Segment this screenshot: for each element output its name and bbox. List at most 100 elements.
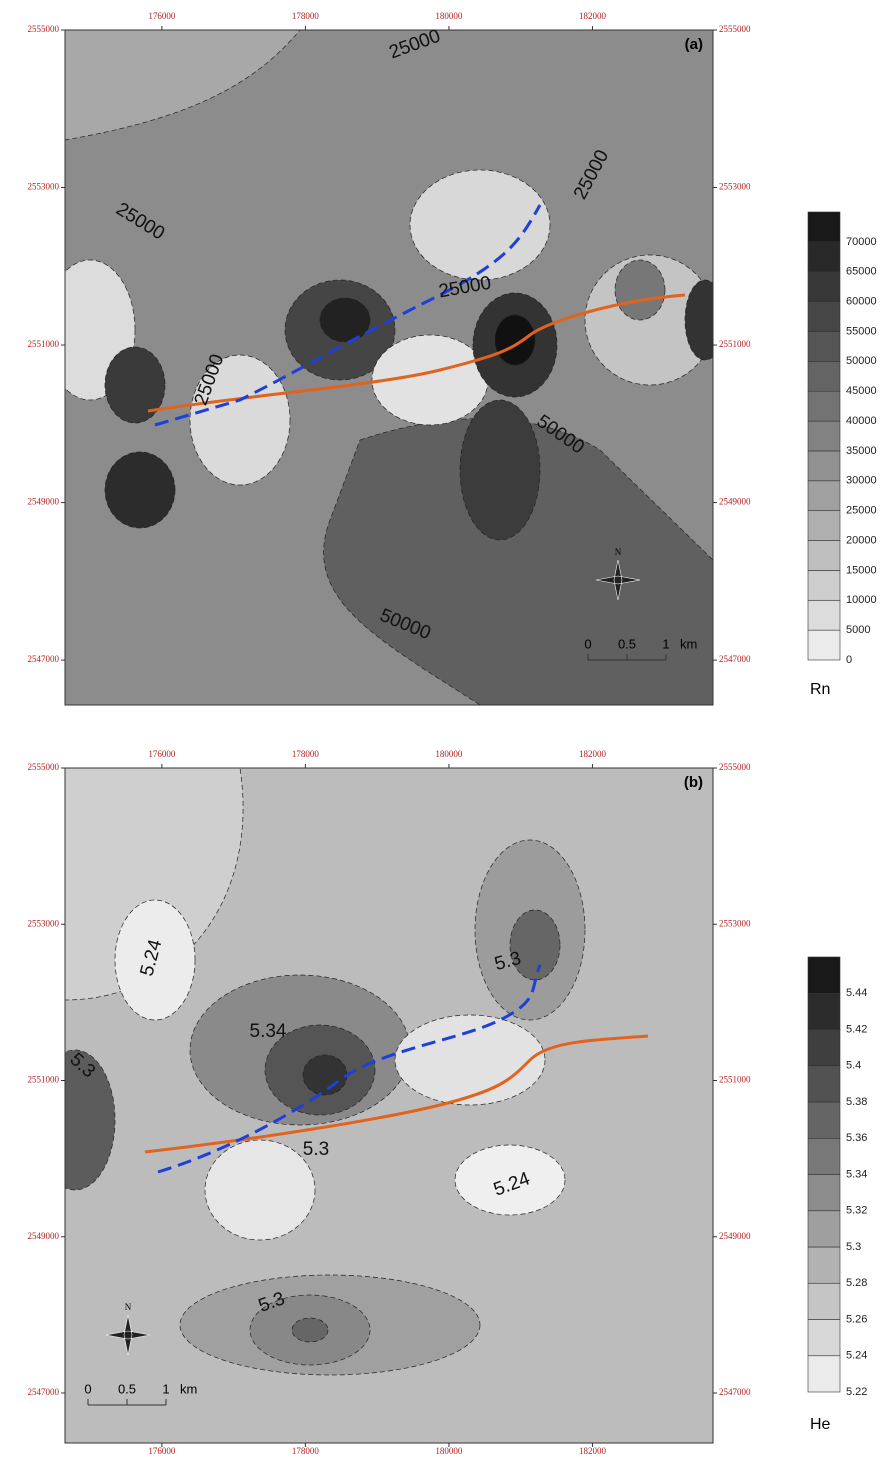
x-tick-label: 176000 <box>148 1446 176 1456</box>
x-tick-label: 182000 <box>579 11 607 21</box>
legend-label: 35000 <box>846 445 877 457</box>
figure: 176000 178000 180000 182000 2547000 2547000 25… <box>0 0 887 1457</box>
legend-label: 0 <box>846 654 852 666</box>
legend-label: 50000 <box>846 355 877 367</box>
legend-swatch <box>808 272 840 302</box>
scale-label: 1 <box>662 636 669 651</box>
x-tick-label: 182000 <box>579 749 607 759</box>
legend-title: Rn <box>810 681 830 698</box>
scale-label: 0.5 <box>618 636 636 651</box>
panel-label: (b) <box>684 774 703 791</box>
x-tick-label: 178000 <box>292 749 320 759</box>
legend-label: 5.26 <box>846 1313 867 1325</box>
legend-swatch <box>808 451 840 481</box>
legend-swatch <box>808 541 840 571</box>
legend-label: 65000 <box>846 266 877 278</box>
legend-swatch <box>808 1138 840 1174</box>
legend-label: 15000 <box>846 564 877 576</box>
legend-label: 5000 <box>846 624 870 636</box>
x-tick-label: 182000 <box>579 1446 607 1456</box>
legend-label: 20000 <box>846 534 877 546</box>
legend-swatch <box>808 1066 840 1102</box>
contour-label: 5.34 <box>250 1021 287 1042</box>
y-tick-label: 2547000 <box>28 654 60 664</box>
legend-swatch <box>808 630 840 660</box>
y-tick-label: 2551000 <box>28 339 60 349</box>
legend-label: 30000 <box>846 475 877 487</box>
contour-map <box>35 768 713 1443</box>
y-tick-label: 2549000 <box>719 497 751 507</box>
legend-swatch <box>808 1320 840 1356</box>
legend-label: 5.28 <box>846 1277 867 1289</box>
scale-label: 1 <box>162 1381 169 1396</box>
scale-label: 0 <box>84 1381 91 1396</box>
legend-label: 5.24 <box>846 1350 867 1362</box>
legend-label: 40000 <box>846 415 877 427</box>
y-tick-label: 2555000 <box>719 762 751 772</box>
y-tick-label: 2555000 <box>28 762 60 772</box>
legend-title: He <box>810 1416 831 1433</box>
legend-label: 5.4 <box>846 1060 861 1072</box>
scale-label: 0.5 <box>118 1381 136 1396</box>
contour-map <box>45 30 725 705</box>
y-tick-label: 2549000 <box>28 1231 60 1241</box>
legend-label: 45000 <box>846 385 877 397</box>
legend-label: 60000 <box>846 296 877 308</box>
legend-swatch <box>808 242 840 272</box>
legend-label: 25000 <box>846 505 877 517</box>
x-tick-label: 178000 <box>292 11 320 21</box>
x-tick-label: 180000 <box>435 11 463 21</box>
legend-swatch <box>808 212 840 242</box>
legend-label: 5.44 <box>846 987 867 999</box>
legend-label: 55000 <box>846 325 877 337</box>
x-tick-label: 176000 <box>148 749 176 759</box>
y-tick-label: 2547000 <box>28 1387 60 1397</box>
legend-swatch <box>808 1102 840 1138</box>
y-tick-label: 2549000 <box>28 497 60 507</box>
legend-swatch <box>808 1030 840 1066</box>
y-tick-label: 2553000 <box>28 918 60 928</box>
scale-unit: km <box>680 636 697 651</box>
legend-swatch <box>808 481 840 511</box>
legend-swatch <box>808 600 840 630</box>
y-tick-label: 2551000 <box>28 1075 60 1085</box>
legend-swatch <box>808 1211 840 1247</box>
legend-swatch <box>808 421 840 451</box>
x-tick-label: 176000 <box>148 11 176 21</box>
north-label: N <box>615 547 622 557</box>
scale-label: 0 <box>584 636 591 651</box>
legend-swatch <box>808 1247 840 1283</box>
y-tick-label: 2549000 <box>719 1231 751 1241</box>
legend-swatch <box>808 391 840 421</box>
y-tick-label: 2547000 <box>719 1387 751 1397</box>
legend-swatch <box>808 511 840 541</box>
legend-label: 5.22 <box>846 1386 867 1398</box>
legend-label: 5.38 <box>846 1096 867 1108</box>
legend-label: 5.34 <box>846 1168 867 1180</box>
y-tick-label: 2553000 <box>28 182 60 192</box>
panel-label: (a) <box>685 36 703 53</box>
legend-swatch <box>808 361 840 391</box>
scale-unit: km <box>180 1381 197 1396</box>
legend-swatch <box>808 993 840 1029</box>
north-label: N <box>125 1302 132 1312</box>
legend-label: 10000 <box>846 594 877 606</box>
y-tick-label: 2553000 <box>719 182 751 192</box>
contour-label: 5.3 <box>303 1139 329 1160</box>
legend-swatch <box>808 570 840 600</box>
y-tick-label: 2551000 <box>719 1075 751 1085</box>
legend-label: 5.3 <box>846 1241 861 1253</box>
legend-label: 5.32 <box>846 1205 867 1217</box>
legend-label: 70000 <box>846 236 877 248</box>
x-tick-label: 180000 <box>435 749 463 759</box>
legend-swatch <box>808 1283 840 1319</box>
legend-swatch <box>808 957 840 993</box>
y-tick-label: 2555000 <box>719 24 751 34</box>
legend-label: 5.42 <box>846 1023 867 1035</box>
legend-swatch <box>808 331 840 361</box>
y-tick-label: 2555000 <box>28 24 60 34</box>
y-tick-label: 2547000 <box>719 654 751 664</box>
y-tick-label: 2553000 <box>719 918 751 928</box>
y-tick-label: 2551000 <box>719 339 751 349</box>
legend-label: 5.36 <box>846 1132 867 1144</box>
